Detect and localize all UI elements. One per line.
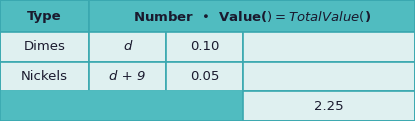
Bar [89,32,166,62]
Text: 0.10: 0.10 [190,40,219,53]
Bar [0,32,89,62]
Bar [89,62,166,91]
Bar [166,62,243,91]
Bar [243,32,415,62]
Bar [0,91,243,121]
Bar [243,91,415,121]
Bar [0,0,89,32]
Text: 0.05: 0.05 [190,70,219,83]
Text: Dimes: Dimes [24,40,66,53]
Text: Type: Type [27,10,62,23]
Bar [89,0,415,32]
Bar [0,62,89,91]
Text: d + 9: d + 9 [110,70,146,83]
Text: Number  •  Value($)  =  Total Value($): Number • Value($) = Total Value($) [133,9,371,23]
Text: d: d [123,40,132,53]
Text: 2.25: 2.25 [314,100,344,113]
Bar [243,62,415,91]
Bar [166,32,243,62]
Text: Nickels: Nickels [21,70,68,83]
